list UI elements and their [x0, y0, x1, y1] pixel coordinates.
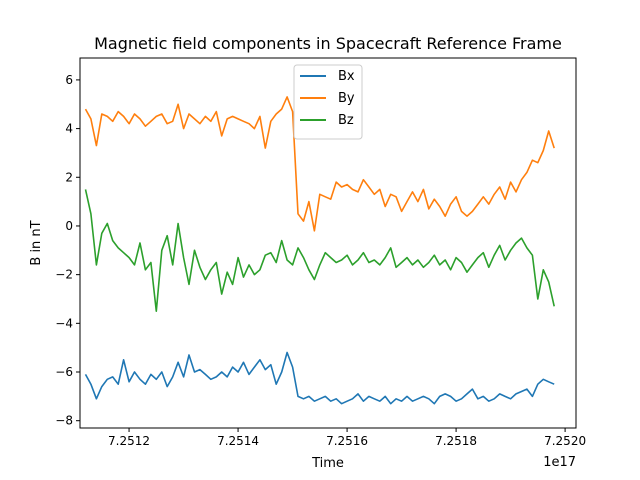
x-tick-label: 7.2518: [435, 434, 477, 448]
y-tick-label: −8: [55, 414, 73, 428]
x-axis-ticks: 7.2512 7.2514 7.2516 7.2518 7.2520: [108, 428, 586, 448]
series-line-by: [84, 96, 555, 232]
y-tick-label: −4: [55, 316, 73, 330]
y-tick-label: 0: [65, 219, 73, 233]
legend: Bx By Bz: [293, 64, 363, 140]
legend-label-bx: Bx: [338, 69, 355, 84]
series-line-bx: [84, 351, 555, 405]
y-tick-label: −2: [55, 268, 73, 282]
x-axis-label: Time: [311, 456, 344, 471]
x-tick-label: 7.2520: [544, 434, 586, 448]
x-tick-label: 7.2516: [326, 434, 368, 448]
series-layer: [84, 96, 555, 405]
y-tick-label: 6: [65, 73, 73, 87]
y-axis-ticks: −8 −6 −4 −2 0 2 4 6: [55, 73, 80, 428]
x-axis-offset-label: 1e17: [543, 455, 576, 470]
y-tick-label: 2: [65, 170, 73, 184]
x-tick-label: 7.2514: [217, 434, 259, 448]
y-axis-label: B in nT: [29, 220, 44, 265]
y-tick-label: 4: [65, 122, 73, 136]
legend-label-by: By: [338, 91, 355, 106]
plot-frame: [79, 57, 577, 429]
chart-title: Magnetic field components in Spacecraft …: [94, 34, 562, 53]
series-line-bz: [84, 189, 555, 312]
y-tick-label: −6: [55, 365, 73, 379]
x-tick-label: 7.2512: [108, 434, 150, 448]
legend-label-bz: Bz: [338, 113, 354, 128]
